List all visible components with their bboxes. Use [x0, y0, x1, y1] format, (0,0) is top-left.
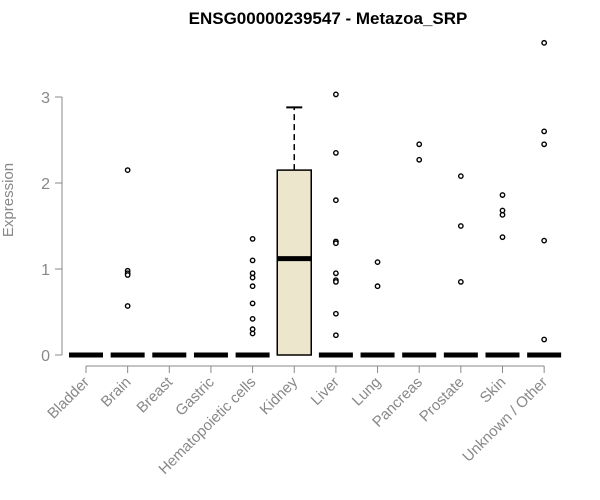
outlier-point — [249, 257, 256, 264]
outlier-point — [332, 91, 339, 98]
y-tick-label: 0 — [41, 348, 50, 365]
outlier-point — [332, 240, 339, 247]
outlier-point — [249, 330, 256, 337]
x-tick-label: Liver — [308, 374, 343, 409]
outlier-point — [374, 259, 381, 266]
outlier-point — [541, 141, 548, 148]
box-kidney — [276, 106, 312, 356]
outlier-point — [124, 303, 131, 309]
outlier-point — [332, 197, 339, 204]
box-hematopoietic-cells — [235, 235, 270, 358]
outlier-point — [332, 332, 339, 339]
chart-title: ENSG00000239547 - Metazoa_SRP — [189, 9, 468, 28]
outlier-point — [124, 167, 131, 174]
outlier-point — [457, 278, 464, 285]
box-lung — [360, 259, 395, 358]
box-skin — [485, 192, 520, 358]
y-tick-label: 1 — [41, 262, 50, 279]
outlier-point — [332, 270, 339, 277]
x-tick-label: Brain — [98, 374, 135, 411]
outlier-point — [332, 278, 339, 285]
outlier-point — [541, 237, 548, 244]
outlier-point — [374, 283, 381, 290]
box-prostate — [443, 173, 478, 358]
outlier-point — [249, 235, 256, 242]
outlier-point — [332, 149, 339, 156]
box-pancreas — [402, 141, 437, 358]
outlier-point — [124, 272, 131, 278]
outlier-point — [457, 223, 464, 229]
x-tick-label: Skin — [477, 374, 510, 407]
outlier-point — [457, 173, 464, 180]
y-axis-label: Expression — [0, 163, 17, 237]
outlier-point — [499, 192, 506, 198]
box-brain — [110, 167, 145, 358]
y-tick-label: 3 — [41, 90, 50, 107]
outlier-point — [249, 300, 256, 307]
outlier-point — [249, 315, 256, 322]
outlier-point — [541, 336, 548, 343]
outlier-point — [332, 310, 339, 317]
outlier-point — [249, 283, 256, 290]
outlier-point — [541, 128, 548, 135]
y-tick-label: 2 — [41, 176, 50, 193]
x-tick-label: Breast — [133, 373, 176, 416]
x-tick-label: Prostate — [416, 374, 468, 426]
outlier-point — [249, 274, 256, 281]
outlier-point — [541, 39, 548, 46]
box-liver — [318, 91, 353, 358]
x-tick-label: Lung — [349, 374, 385, 410]
outlier-point — [416, 141, 423, 148]
x-tick-label: Kidney — [257, 373, 302, 418]
outlier-point — [499, 234, 506, 241]
iqr-box — [276, 169, 312, 356]
outlier-point — [499, 211, 506, 218]
x-tick-label: Bladder — [44, 374, 93, 423]
outlier-point — [416, 156, 423, 163]
box-unknown-other — [527, 39, 562, 358]
